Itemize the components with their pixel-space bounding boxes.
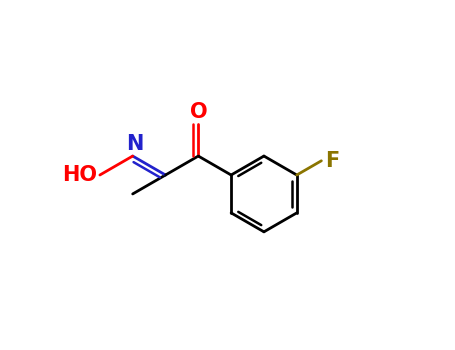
Text: N: N bbox=[126, 134, 143, 154]
Text: F: F bbox=[325, 151, 340, 171]
Text: HO: HO bbox=[62, 165, 97, 185]
Text: O: O bbox=[189, 102, 207, 122]
